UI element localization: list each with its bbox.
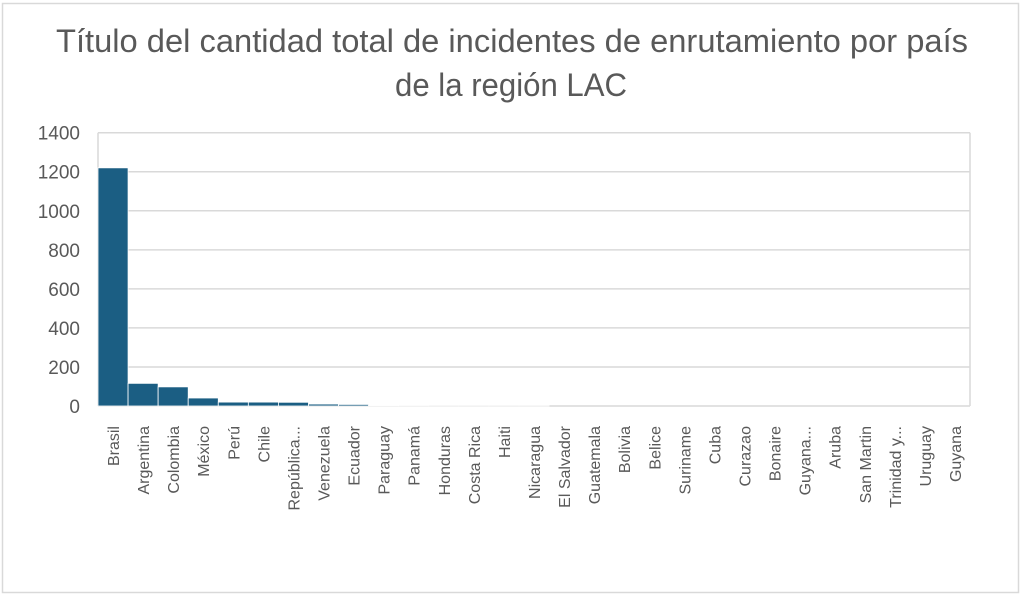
y-axis-ticks: 0 200 400 600 800 1000 1200 1400 [38, 124, 80, 418]
y-tick-label: 1200 [38, 163, 80, 184]
x-tick-label: México [196, 426, 213, 477]
x-tick-label: Ecuador [347, 425, 364, 485]
y-tick-label: 800 [48, 241, 80, 262]
x-tick-label: El Salvador [557, 425, 574, 507]
x-tick-label: Aruba [828, 426, 845, 469]
bar-1 [127, 382, 159, 407]
x-tick-label: Uruguay [918, 426, 935, 486]
x-tick-label: República... [286, 426, 303, 511]
x-tick-label: Cuba [707, 426, 724, 464]
x-axis-labels: Brasil Argentina Colombia México Perú Chile Re… [106, 425, 965, 510]
bar-5 [247, 401, 279, 407]
bar-4 [217, 401, 249, 407]
x-tick-label: Guyana... [798, 426, 815, 495]
x-tick-label: Perú [226, 426, 243, 460]
y-tick-label: 200 [48, 358, 80, 379]
x-tick-label: Venezuela [317, 426, 334, 501]
y-tick-label: 0 [69, 397, 80, 418]
y-tick-label: 1000 [38, 202, 80, 223]
x-tick-label: Brasil [106, 426, 123, 466]
x-tick-label: Paraguay [377, 426, 394, 495]
x-tick-label: Trinidad y... [888, 426, 905, 508]
bar-9 [368, 405, 400, 407]
x-tick-label: Suriname [677, 426, 694, 495]
x-tick-label: Curazao [737, 426, 754, 487]
chart-title-line-2: de la región LAC [395, 67, 627, 103]
x-tick-label: Haiti [497, 426, 514, 458]
x-tick-label: Nicaragua [527, 426, 544, 499]
chart-title-line-1: Título del cantidad total de incidentes … [56, 23, 968, 59]
x-tick-label: Belice [647, 426, 664, 470]
bars [97, 167, 550, 407]
x-tick-label: Panamá [407, 426, 424, 486]
x-tick-label: Guyana [948, 426, 965, 482]
x-tick-label: Guatemala [587, 426, 604, 504]
x-tick-label: Bolivia [617, 426, 634, 473]
y-tick-label: 400 [48, 319, 80, 340]
x-tick-label: Costa Rica [467, 426, 484, 504]
y-tick-label: 600 [48, 280, 80, 301]
y-tick-label: 1400 [38, 124, 80, 145]
x-tick-label: Colombia [166, 426, 183, 494]
bar-6 [278, 401, 309, 407]
x-tick-label: Honduras [437, 426, 454, 495]
bar-7 [308, 403, 339, 407]
bar-0 [97, 167, 129, 407]
bar-2 [157, 386, 189, 407]
x-tick-label: Argentina [136, 426, 153, 495]
bar-3 [187, 397, 219, 407]
x-tick-label: San Martin [858, 426, 875, 503]
x-tick-label: Chile [256, 426, 273, 463]
x-tick-label: Bonaire [768, 426, 785, 481]
bar-8 [338, 404, 370, 407]
